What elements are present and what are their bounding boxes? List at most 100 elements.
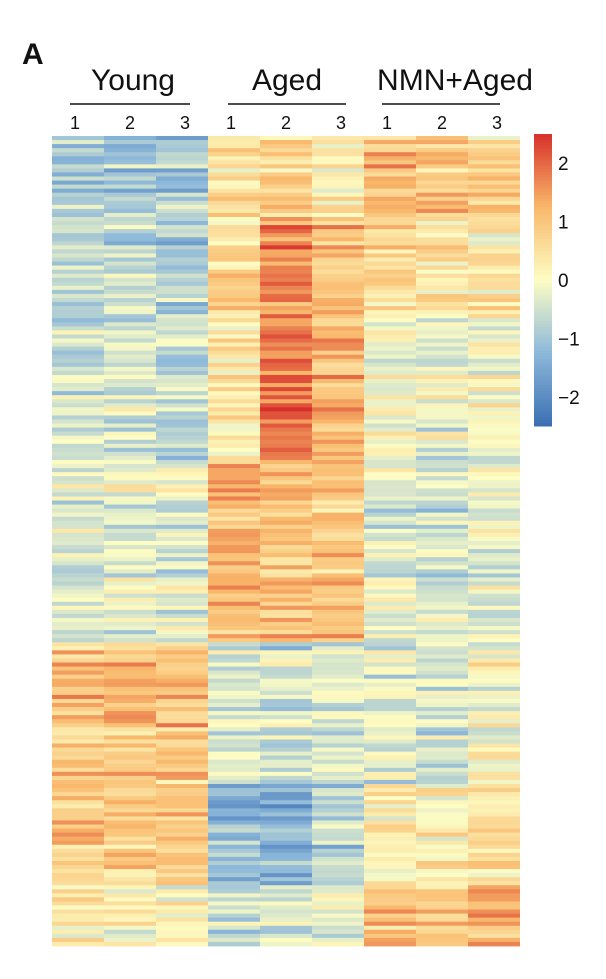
heatmap-cell (208, 148, 260, 153)
heatmap-cell (104, 334, 156, 339)
heatmap-cell (416, 788, 468, 793)
heatmap-cell (156, 451, 208, 457)
heatmap-cell (416, 690, 468, 696)
heatmap-cell (208, 314, 260, 319)
heatmap-cell (312, 460, 364, 465)
heatmap-cell (312, 617, 364, 623)
heatmap-cell (52, 613, 104, 619)
heatmap-cell (364, 350, 416, 356)
heatmap-cell (104, 455, 156, 461)
heatmap-cell (208, 504, 260, 509)
heatmap-cell (312, 136, 364, 141)
heatmap-cell (468, 561, 520, 566)
heatmap-cell (364, 273, 416, 279)
heatmap-cell (468, 670, 520, 676)
heatmap-cell (416, 229, 468, 234)
heatmap-cell (208, 820, 260, 825)
heatmap-cell (52, 257, 104, 262)
heatmap-cell (52, 148, 104, 153)
heatmap-cell (156, 816, 208, 821)
heatmap-cell (312, 261, 364, 266)
colorbar-gradient-step (534, 355, 552, 360)
heatmap-cell (468, 156, 520, 161)
heatmap-cell (156, 913, 208, 919)
heatmap-cell (104, 476, 156, 481)
heatmap-cell (468, 694, 520, 700)
heatmap-cell (468, 646, 520, 651)
heatmap-cell (260, 893, 312, 898)
heatmap-cell (260, 727, 312, 732)
heatmap-cell (208, 536, 260, 542)
heatmap-cell (416, 476, 468, 481)
heatmap-cell (468, 285, 520, 291)
heatmap-cell (468, 581, 520, 586)
heatmap-cell (312, 593, 364, 599)
heatmap-cell (104, 642, 156, 647)
heatmap-cell (260, 933, 312, 939)
heatmap-cell (104, 666, 156, 671)
heatmap-cell (468, 261, 520, 266)
heatmap-cell (52, 913, 104, 919)
heatmap-cell (104, 593, 156, 599)
heatmap-cell (364, 524, 416, 530)
heatmap-cell (208, 508, 260, 514)
heatmap-cell (312, 164, 364, 169)
heatmap-cell (208, 192, 260, 198)
heatmap-cell (104, 609, 156, 615)
heatmap-cell (364, 334, 416, 339)
heatmap-cell (364, 589, 416, 595)
heatmap-cell (416, 796, 468, 801)
heatmap-cell (52, 435, 104, 441)
heatmap-cell (364, 682, 416, 688)
heatmap-cell (104, 703, 156, 708)
heatmap-cell (208, 686, 260, 692)
heatmap-cell (156, 472, 208, 477)
heatmap-cell (52, 374, 104, 380)
heatmap-cell (104, 289, 156, 295)
heatmap-cell (260, 869, 312, 874)
heatmap-cell (208, 711, 260, 716)
heatmap-cell (312, 362, 364, 368)
heatmap-cell (156, 751, 208, 757)
heatmap-cell (468, 407, 520, 412)
heatmap-cell (52, 715, 104, 720)
heatmap-cell (312, 832, 364, 838)
heatmap-cell (104, 638, 156, 643)
heatmap-cell (260, 208, 312, 214)
heatmap-cell (156, 634, 208, 639)
heatmap-cell (468, 427, 520, 433)
heatmap-cell (208, 338, 260, 343)
heatmap-cell (312, 707, 364, 712)
heatmap-cell (104, 399, 156, 404)
heatmap-cell (468, 937, 520, 943)
heatmap-cell (52, 719, 104, 724)
heatmap-cell (416, 180, 468, 185)
heatmap-cell (208, 516, 260, 522)
heatmap-cell (260, 763, 312, 769)
heatmap-cell (104, 391, 156, 396)
heatmap-cell (104, 496, 156, 501)
heatmap-cell (208, 468, 260, 473)
heatmap-cell (156, 196, 208, 202)
heatmap-cell (468, 318, 520, 323)
heatmap-cell (312, 759, 364, 765)
heatmap-cell (208, 273, 260, 279)
heatmap-cell (468, 779, 520, 785)
heatmap-cell (52, 241, 104, 246)
heatmap-cell (312, 824, 364, 829)
heatmap-cell (364, 711, 416, 716)
heatmap-cell (312, 520, 364, 526)
heatmap-cell (468, 306, 520, 311)
heatmap-cell (52, 707, 104, 712)
heatmap-cell (208, 832, 260, 838)
heatmap-cell (104, 622, 156, 627)
colorbar-gradient-step (534, 344, 552, 348)
heatmap-cell (156, 395, 208, 400)
heatmap-cell (52, 650, 104, 655)
heatmap-cell (104, 492, 156, 497)
heatmap-cell (364, 723, 416, 728)
heatmap-cell (364, 549, 416, 554)
heatmap-cell (364, 885, 416, 890)
heatmap-cell (364, 208, 416, 214)
